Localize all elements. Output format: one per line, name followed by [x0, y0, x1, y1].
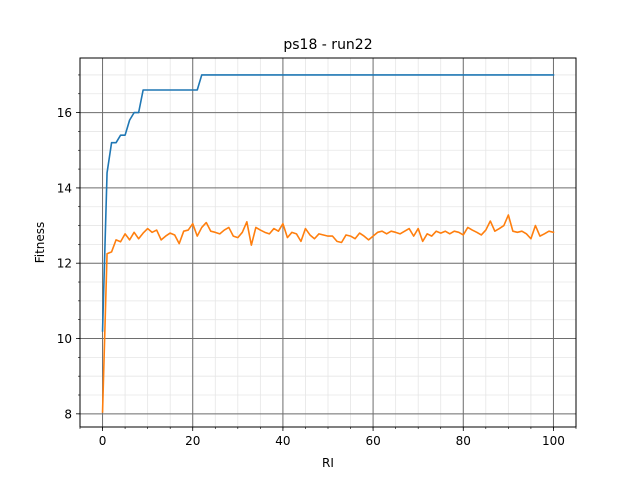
x-tick-label: 40 [275, 434, 290, 448]
x-axis-ticks: 0 20 40 60 80 100 [79, 427, 577, 448]
y-tick-label: 16 [57, 106, 72, 120]
series-line-2 [101, 214, 555, 413]
y-axis-label: Fitness [33, 222, 47, 264]
y-tick-label: 8 [64, 407, 72, 421]
x-tick-label: 80 [456, 434, 471, 448]
x-axis-label: RI [322, 456, 334, 470]
chart-title: ps18 - run22 [283, 37, 372, 53]
x-tick-label: 0 [99, 434, 107, 448]
x-tick-label: 100 [542, 434, 565, 448]
x-tick-label: 20 [185, 434, 200, 448]
x-tick-label: 60 [365, 434, 380, 448]
y-axis-ticks: 8 10 12 14 16 [57, 74, 80, 421]
major-grid [80, 58, 576, 427]
y-tick-label: 10 [57, 332, 72, 346]
y-tick-label: 14 [57, 181, 72, 195]
y-tick-label: 12 [57, 257, 72, 271]
series-line-1 [101, 74, 555, 332]
series-layer [101, 74, 555, 413]
